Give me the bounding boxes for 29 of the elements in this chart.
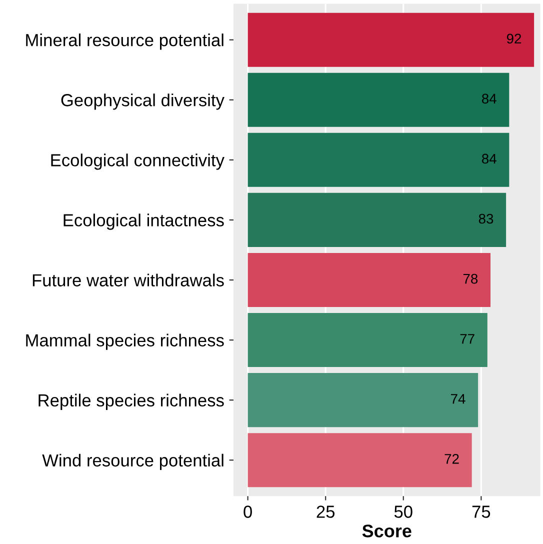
data-label: 72: [444, 454, 459, 464]
y-tick-label: Future water withdrawals: [32, 274, 224, 286]
x-tick-label: 0: [244, 506, 252, 518]
data-label: 74: [450, 394, 466, 404]
y-tick-label: Wind resource potential: [42, 454, 224, 470]
data-label: 92: [506, 34, 522, 44]
data-label: 78: [463, 274, 478, 284]
y-tick-label: Mammal species richness: [26, 334, 224, 350]
y-tick-label: Reptile species richness: [38, 394, 224, 410]
bar: [248, 72, 510, 127]
data-label: 77: [460, 334, 474, 344]
x-tick-label: 25: [316, 506, 335, 518]
bar: [248, 313, 488, 368]
x-tick-label: 50: [394, 506, 412, 518]
bar: [248, 192, 506, 247]
y-tick-label: Mineral resource potential: [26, 34, 224, 50]
bar: [248, 252, 490, 308]
bar: [248, 433, 472, 488]
data-label: 84: [482, 154, 496, 164]
bar: [248, 373, 478, 428]
bar: [248, 12, 534, 67]
x-tick-label: 75: [472, 506, 490, 518]
y-tick-label: Ecological connectivity: [51, 154, 224, 170]
bar: [248, 132, 510, 187]
y-tick-label: Ecological intactness: [64, 214, 224, 230]
x-axis-title: Score: [362, 524, 412, 538]
y-tick-label: Geophysical diversity: [61, 94, 224, 110]
data-label: 84: [482, 94, 496, 104]
data-label: 83: [478, 214, 494, 224]
